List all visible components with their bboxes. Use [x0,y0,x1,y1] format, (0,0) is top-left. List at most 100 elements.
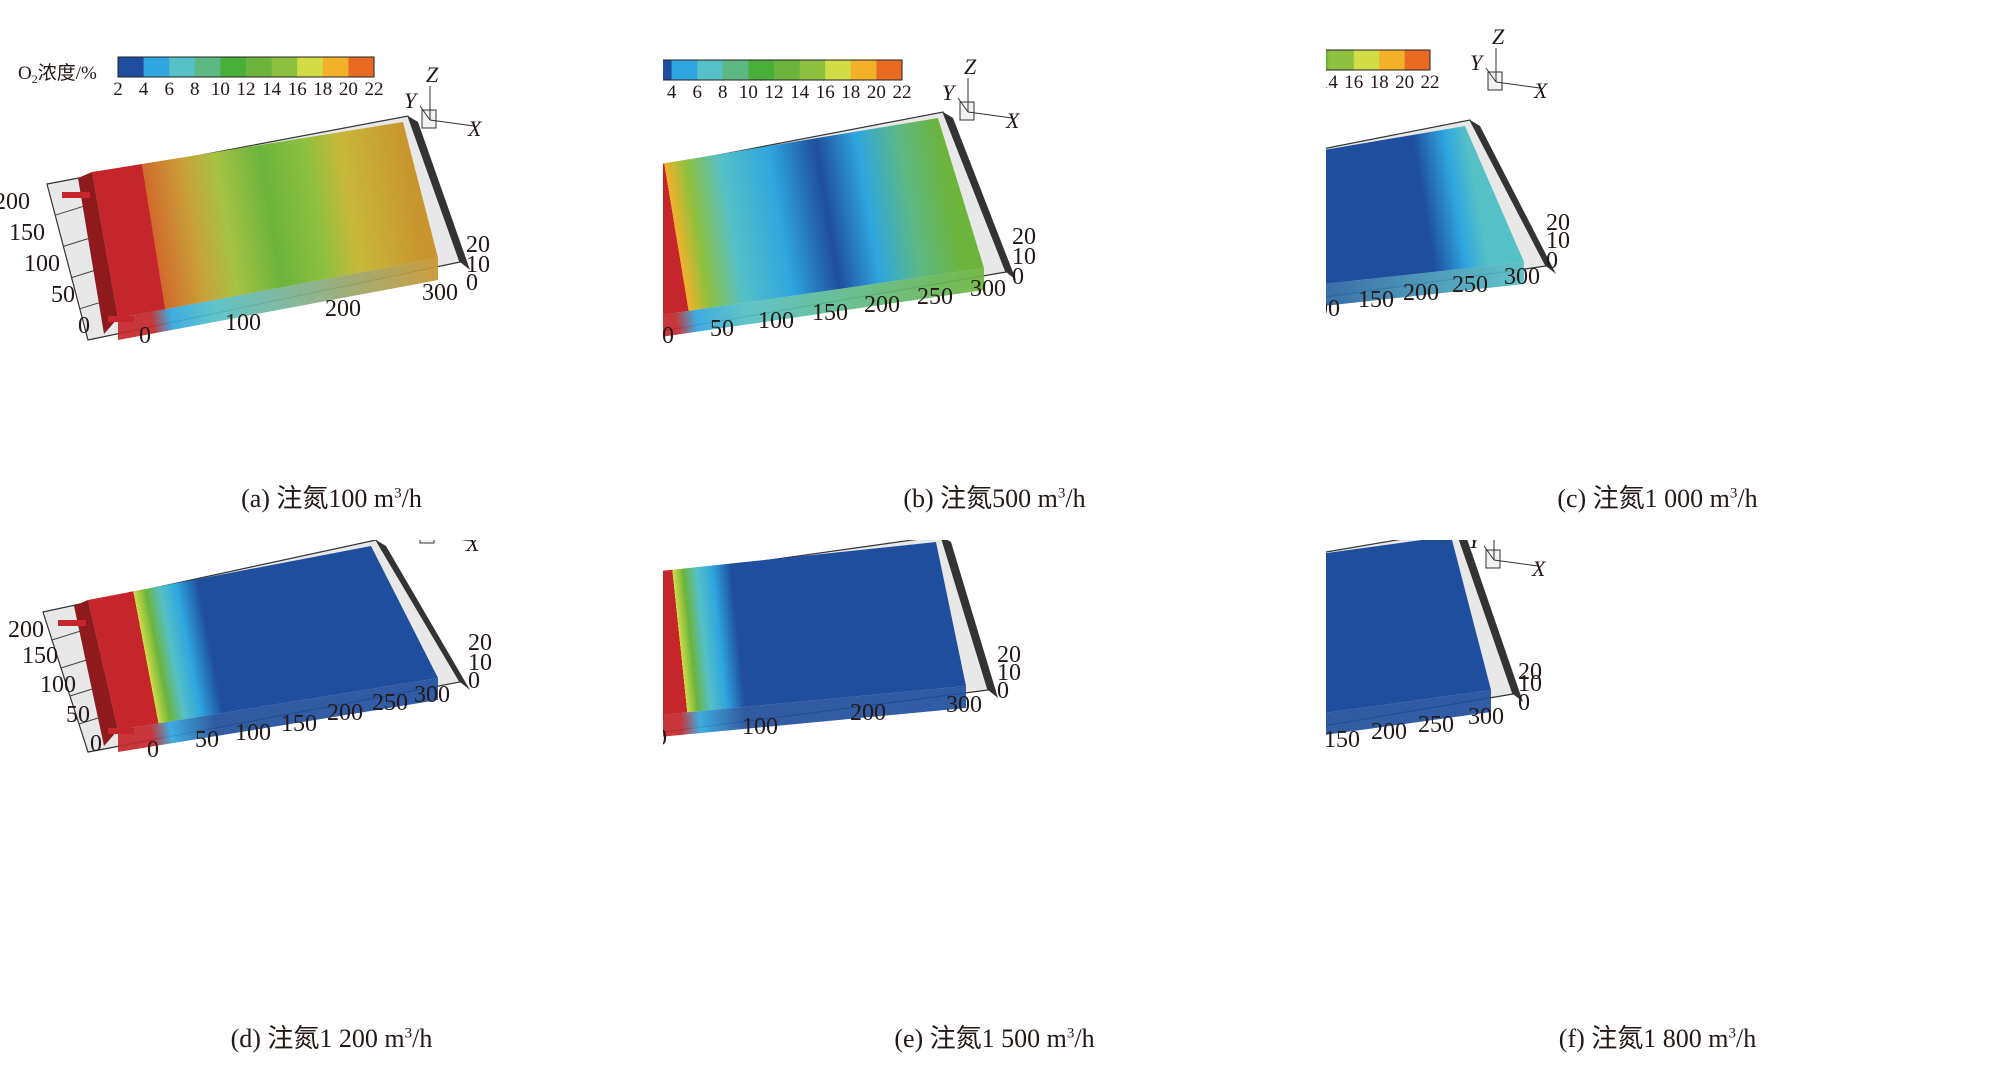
slab-top [663,542,966,715]
slab-front [1326,690,1491,735]
wall-edge [1459,540,1523,702]
colorbar-swatch [1326,50,1329,70]
caption-text: (a) 注氮100 m [241,484,395,513]
caption-sup: 3 [1066,1025,1075,1042]
caption-suffix: /h [401,484,422,513]
x-tick: 200 [1403,280,1439,306]
colorbar-swatch [774,60,801,80]
axis-label-x: X [1003,540,1019,541]
colorbar-label: O2浓度/% [18,62,97,86]
x-tick: 100 [1326,296,1340,322]
colorbar-swatch [169,57,196,77]
panel-c-caption: (c) 注氮1 000 m3/h [1326,478,1989,515]
x-tick: 300 [946,692,982,718]
colorbar-tick: 14 [1326,72,1338,93]
wall-edge [408,116,470,270]
x-tick: 0 [147,737,159,763]
colorbar-swatch [246,57,273,77]
y-tick: 50 [51,282,75,308]
colorbar-swatch [825,60,852,80]
x-tick: 250 [372,690,408,716]
x-tick: 200 [864,292,900,318]
colorbar-swatch [663,60,673,80]
z-tick: 0 [466,270,478,296]
x-tick: 250 [1452,272,1488,298]
colorbar-swatch [194,57,221,77]
caption-suffix: /h [1065,484,1086,513]
panel-d: O2浓度/%2468101214161820220501001502000501… [0,540,663,1080]
axis-cube [419,540,435,544]
y-tick: 0 [90,731,102,757]
z-tick: 20 [997,642,1021,668]
colorbar-swatch [297,57,324,77]
colorbar-swatch [799,60,826,80]
panel-a: O2浓度/% 2 4 6 8 10 12 14 16 18 20 22 0 50 100 150 200 0 100… [0,0,663,540]
colorbar-tick: 20 [339,79,358,100]
y-tick: 100 [24,251,60,277]
x-axis-line [1493,559,1539,567]
z-tick: 0 [1518,690,1530,716]
x-axis-line [1495,81,1541,89]
caption-sup: 3 [1728,1025,1736,1042]
panel-c: O2浓度/%2468101214161820220501001502000501… [1326,0,1989,540]
y-tick: 0 [78,313,90,339]
panel-f: O2浓度/%2468101214161820220501001502000501… [1326,540,1989,1080]
y-tick: 100 [40,672,76,698]
panel-e-svg: O2浓度/%2468101214161820220501001502000100… [663,540,1021,751]
y-tick: 50 [66,702,90,728]
z-tick: 10 [466,252,490,278]
colorbar-tick: 6 [164,79,174,100]
panel-d-caption: (d) 注氮1 200 m3/h [0,1018,663,1055]
x-tick: 200 [850,700,886,726]
slab-top [1326,126,1524,284]
x-tick: 100 [742,714,778,740]
caption-sup: 3 [394,485,402,502]
axis-label-y: Y [1470,50,1485,75]
y-axis-line [957,97,969,113]
caption-sup: 3 [1057,485,1066,502]
colorbar-tick: 18 [313,79,332,100]
slab-top [1326,540,1491,713]
caption-suffix: /h [412,1024,433,1053]
caption-text: (d) 注氮1 200 m [230,1024,405,1053]
y-tick: 150 [22,643,58,669]
colorbar-swatch [322,57,349,77]
x-tick: 0 [663,725,667,751]
x-axis-line [967,111,1013,119]
x-tick: 100 [225,310,261,336]
wall-edge [376,540,470,690]
colorbar-tick: 10 [739,82,758,103]
z-tick: 10 [1518,671,1542,697]
x-tick: 50 [195,727,219,753]
z-tick: 0 [1546,248,1558,274]
colorbar-swatch [1379,50,1406,70]
y-tick: 200 [0,189,30,215]
colorbar-tick: 20 [1395,72,1414,93]
axis-label-x: X [1531,556,1547,581]
axis-label-y: Y [404,88,419,113]
x-tick: 150 [1358,287,1394,313]
axis-label-x: X [465,540,481,556]
slab-top [663,118,984,315]
colorbar-tick: 12 [237,79,256,100]
colorbar-tick: 12 [765,82,784,103]
x-tick: 300 [1504,264,1540,290]
colorbar-swatch [671,60,698,80]
wall-edge [943,112,1016,280]
slab-front [663,268,984,337]
colorbar-swatch [697,60,724,80]
wall-edge [942,540,998,698]
z-tick: 0 [1012,264,1024,290]
panel-d-svg: O2浓度/%2468101214161820220501001502000501… [8,540,492,763]
colorbar-swatch [748,60,775,80]
panel-e-caption: (e) 注氮1 500 m3/h [663,1018,1326,1055]
colorbar-tick: 22 [893,82,912,103]
colorbar-swatch [1404,50,1431,70]
pipe-top [58,620,86,626]
colorbar-tick: 18 [841,82,860,103]
x-tick: 100 [758,308,794,334]
caption-sup: 3 [404,1025,413,1042]
z-tick: 10 [468,650,492,676]
colorbar-tick: 16 [816,82,835,103]
slab-front [118,258,438,340]
